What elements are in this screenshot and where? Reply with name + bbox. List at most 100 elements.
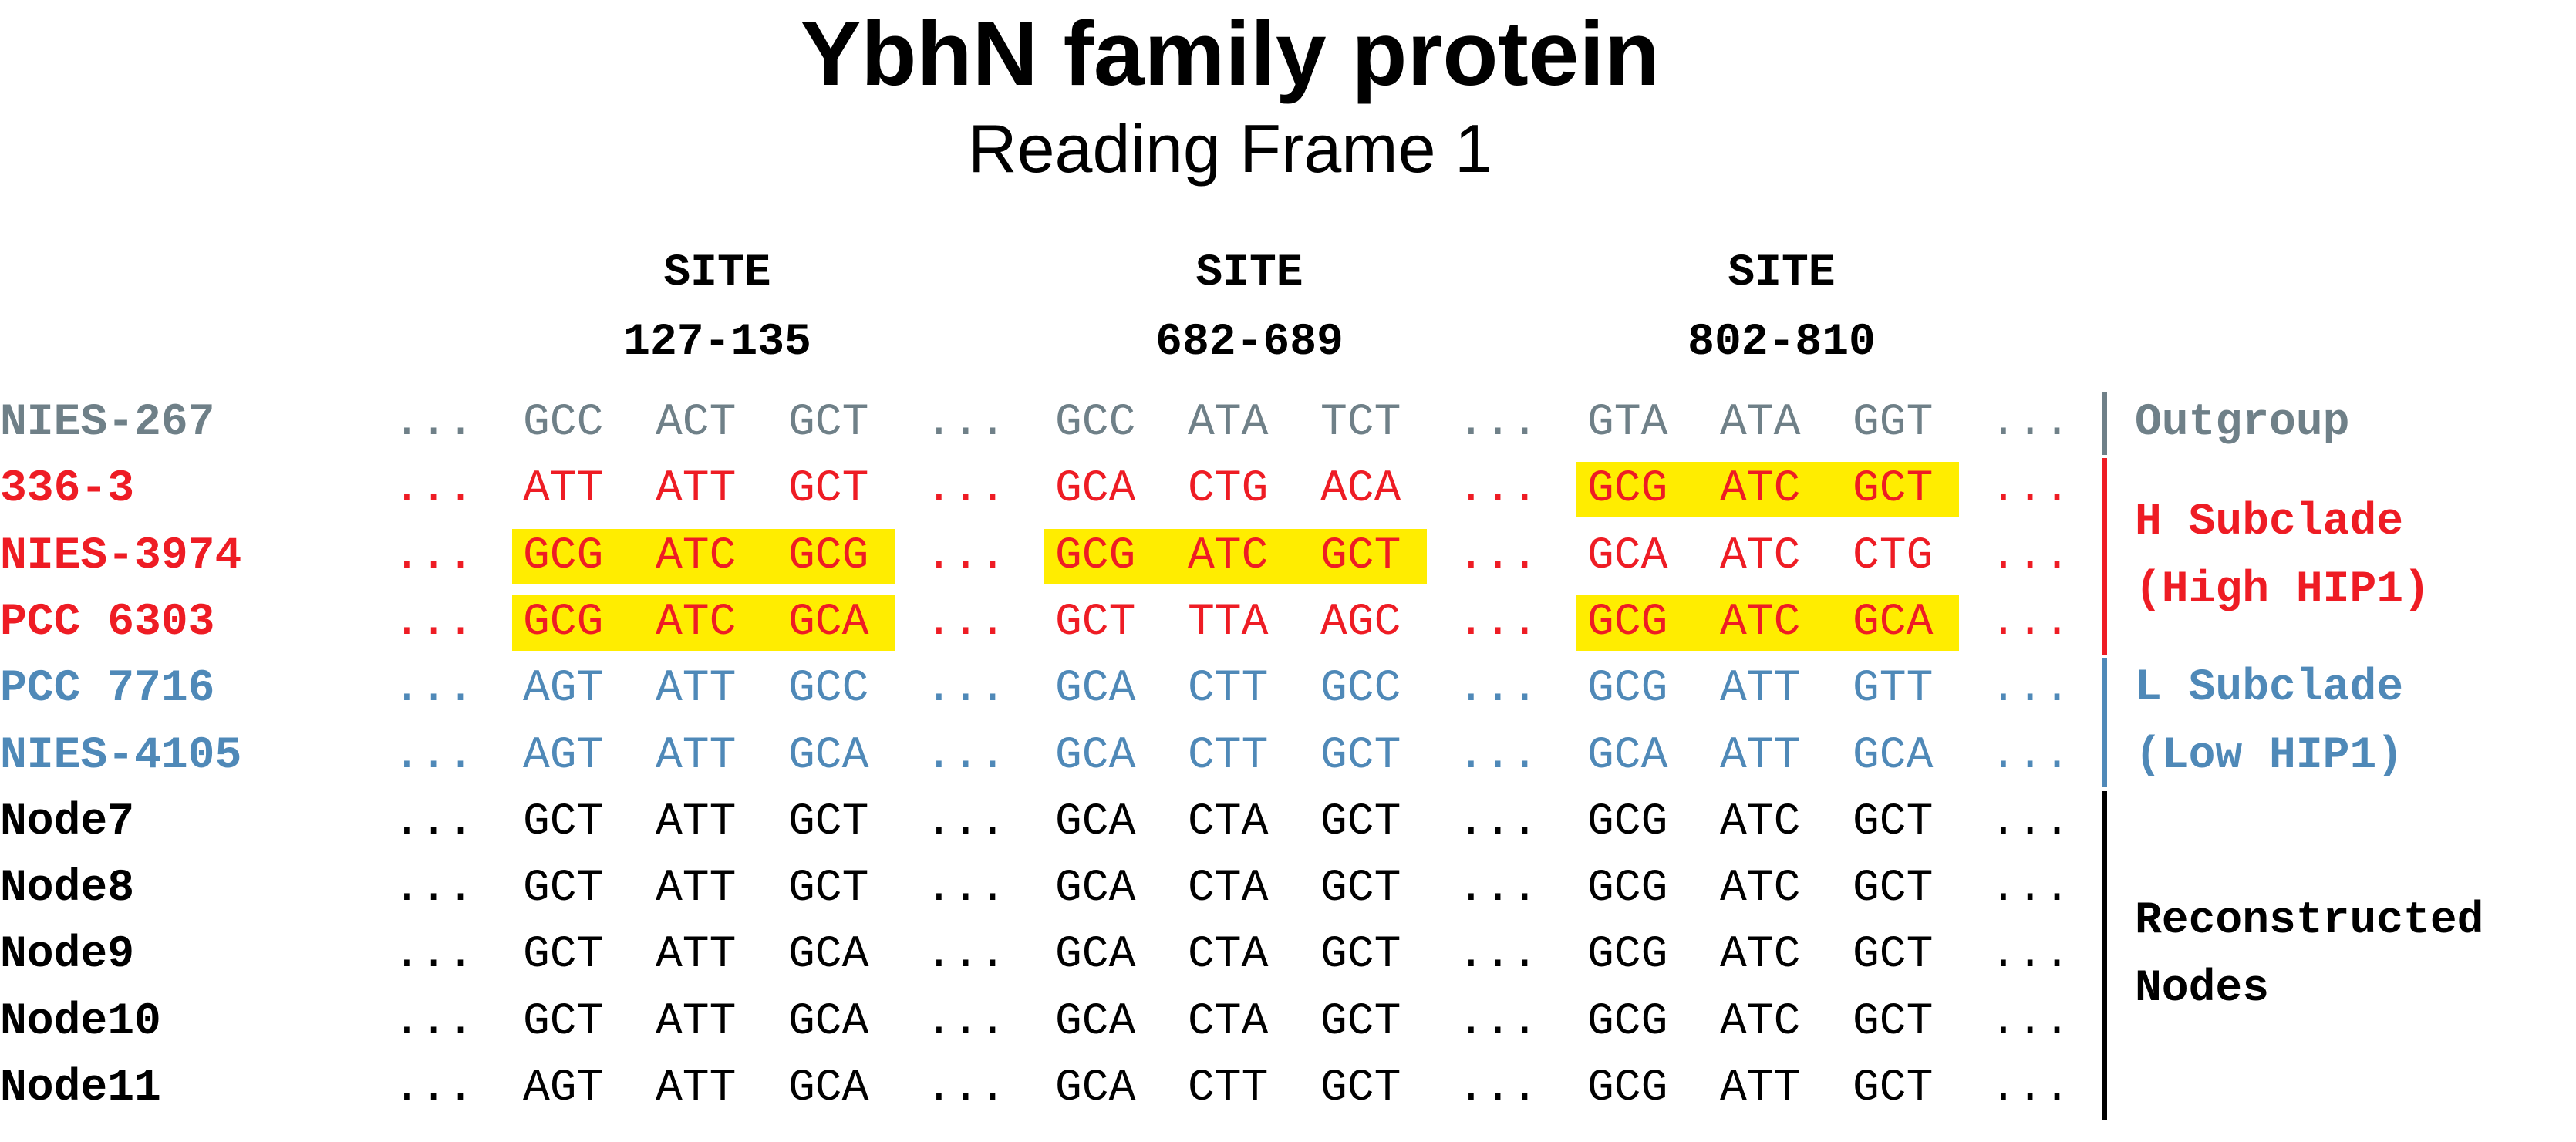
ellipsis: ...	[1458, 930, 1539, 981]
ellipsis: ...	[1458, 531, 1539, 581]
codon: GTA	[1587, 398, 1668, 448]
codon: GCG	[1587, 597, 1668, 648]
codon: GCT	[523, 797, 604, 847]
codon: ATT	[656, 730, 737, 781]
ellipsis: ...	[926, 597, 1006, 648]
codon: GCA	[1055, 930, 1136, 981]
codon: GCA	[788, 930, 869, 981]
codon: GCG	[1587, 996, 1668, 1047]
codon: TTA	[1188, 597, 1269, 648]
sequence-label: Node9	[0, 930, 135, 981]
ellipsis: ...	[393, 996, 474, 1047]
codon-highlight	[1576, 462, 1959, 518]
sequence-label: NIES-3974	[0, 531, 242, 581]
sequence-label: PCC 7716	[0, 664, 215, 715]
codon: GCT	[1853, 464, 1934, 515]
codon: ATC	[1720, 930, 1801, 981]
group-bracket	[2102, 392, 2107, 455]
codon: GCA	[1587, 730, 1668, 781]
codon: GCC	[1320, 664, 1401, 715]
codon: GCA	[788, 597, 869, 648]
codon: ATC	[1188, 531, 1269, 581]
codon: CTA	[1188, 996, 1269, 1047]
ellipsis: ...	[393, 864, 474, 915]
ellipsis: ...	[1990, 664, 2071, 715]
codon: CTA	[1188, 864, 1269, 915]
codon: GCT	[1320, 797, 1401, 847]
ellipsis: ...	[1458, 797, 1539, 847]
group-label: L Subclade	[2135, 663, 2404, 714]
codon: GCT	[1320, 996, 1401, 1047]
codon: GCG	[1587, 930, 1668, 981]
figure-subtitle: Reading Frame 1	[968, 110, 1492, 187]
ellipsis: ...	[926, 664, 1006, 715]
ellipsis: ...	[926, 531, 1006, 581]
site-header-label: SITE	[1195, 248, 1303, 298]
codon: ATT	[656, 797, 737, 847]
codon: ATC	[656, 597, 737, 648]
ellipsis: ...	[1458, 464, 1539, 515]
sequence-label: Node8	[0, 864, 135, 915]
site-header-label: SITE	[663, 248, 771, 298]
ellipsis: ...	[393, 664, 474, 715]
codon: ATC	[1720, 597, 1801, 648]
sequence-label: Node11	[0, 1063, 161, 1113]
codon: GCT	[1853, 1063, 1934, 1113]
codon: GCA	[1055, 864, 1136, 915]
ellipsis: ...	[393, 398, 474, 448]
codon: ATT	[656, 864, 737, 915]
codon: GCT	[1320, 1063, 1401, 1113]
group-label: (Low HIP1)	[2135, 731, 2404, 782]
codon: ATT	[656, 930, 737, 981]
ellipsis: ...	[1990, 996, 2071, 1047]
ellipsis: ...	[1990, 797, 2071, 847]
codon: ATA	[1720, 398, 1801, 448]
codon: ATC	[1720, 464, 1801, 515]
ellipsis: ...	[1458, 996, 1539, 1047]
codon: ATT	[656, 464, 737, 515]
ellipsis: ...	[393, 797, 474, 847]
site-header-range: 682-689	[1155, 318, 1344, 368]
codon: GCA	[1055, 664, 1136, 715]
codon: GCC	[1055, 398, 1136, 448]
ellipsis: ...	[1458, 664, 1539, 715]
group-bracket	[2102, 790, 2107, 1120]
ellipsis: ...	[1990, 864, 2071, 915]
ellipsis: ...	[1990, 531, 2071, 581]
codon: GCG	[1587, 664, 1668, 715]
codon: GCA	[1055, 1063, 1136, 1113]
codon: ATT	[523, 464, 604, 515]
group-label: Outgroup	[2135, 398, 2350, 448]
ellipsis: ...	[393, 730, 474, 781]
codon: GTT	[1853, 664, 1934, 715]
ellipsis: ...	[393, 464, 474, 515]
codon: GCT	[1320, 930, 1401, 981]
codon: ATT	[656, 996, 737, 1047]
codon: GCA	[1055, 797, 1136, 847]
ellipsis: ...	[926, 1063, 1006, 1113]
group-label: Nodes	[2135, 964, 2270, 1015]
codon: GCA	[1853, 730, 1934, 781]
codon: GCT	[788, 464, 869, 515]
ellipsis: ...	[393, 1063, 474, 1113]
ellipsis: ...	[1990, 730, 2071, 781]
codon: GCT	[523, 864, 604, 915]
ellipsis: ...	[1458, 1063, 1539, 1113]
ellipsis: ...	[926, 930, 1006, 981]
figure-title: YbhN family protein	[800, 3, 1661, 105]
codon: CTG	[1188, 464, 1269, 515]
codon: ATT	[656, 664, 737, 715]
codon: AGT	[523, 730, 604, 781]
codon: GCA	[1055, 730, 1136, 781]
ellipsis: ...	[926, 730, 1006, 781]
codon: ACT	[656, 398, 737, 448]
group-label: H Subclade	[2135, 497, 2404, 547]
codon: GCG	[1587, 464, 1668, 515]
codon: GCT	[1320, 531, 1401, 581]
sequence-label: Node7	[0, 797, 135, 847]
ellipsis: ...	[926, 996, 1006, 1047]
codon: ATC	[1720, 797, 1801, 847]
codon: GCT	[1853, 930, 1934, 981]
codon: AGT	[523, 1063, 604, 1113]
